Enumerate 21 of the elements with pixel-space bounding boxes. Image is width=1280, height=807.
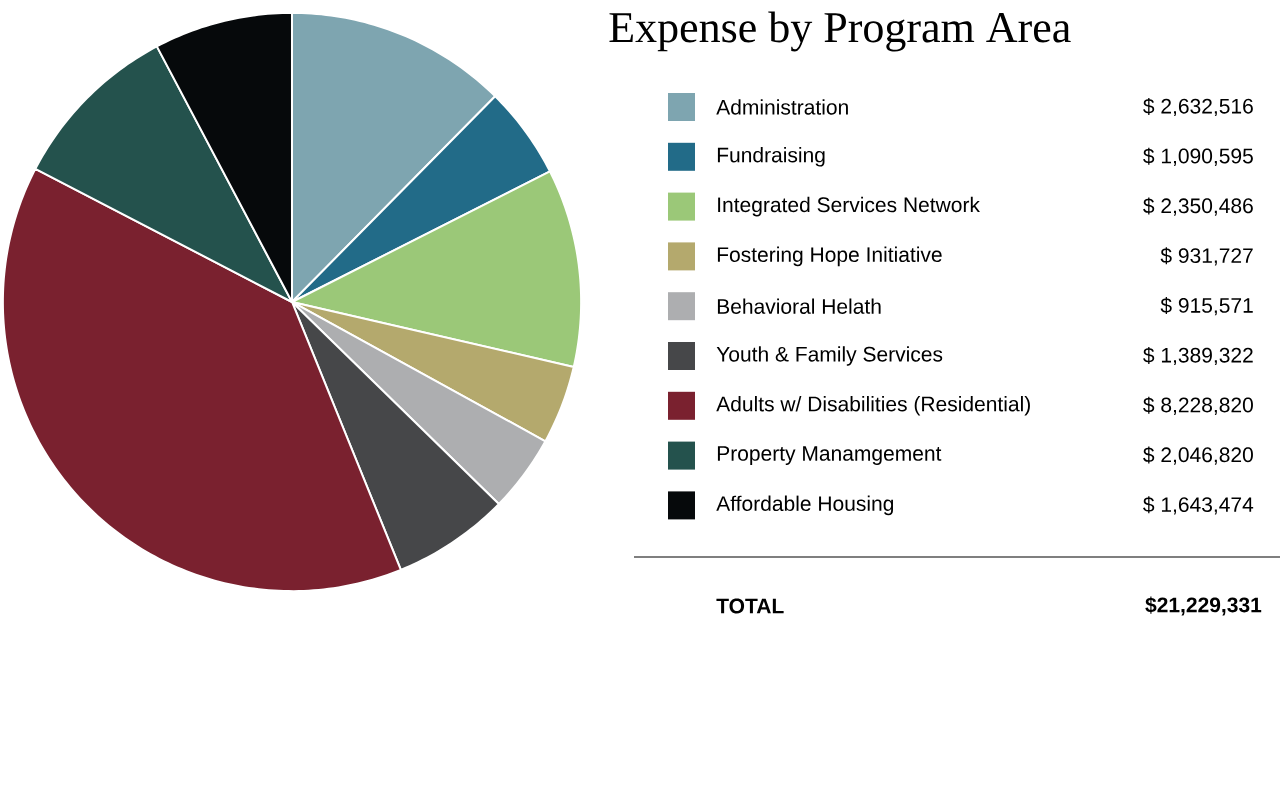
legend-label: Property Manamgement: [717, 446, 942, 465]
text: TOTAL: [716, 598, 784, 614]
legend-label: Integrated Services Network: [718, 196, 980, 217]
legend-label: Youth & Family Services: [716, 346, 943, 366]
legend-label: Adults w/ Disabilities (Residential): [716, 396, 1030, 416]
data-label: $ 1,389,322: [1143, 346, 1253, 366]
data-label: $ 2,350,486: [1143, 197, 1253, 216]
chart-title: Expense by Program Area: [609, 11, 1071, 52]
data-label: $ 2,632,516: [1143, 97, 1253, 117]
data-label: $ 2,046,820: [1143, 446, 1253, 465]
data-label: $ 8,228,820: [1143, 396, 1253, 415]
text: $21,229,331: [1145, 596, 1262, 616]
data-label: $ 915,571: [1160, 297, 1253, 316]
data-label: $ 931,727: [1160, 247, 1253, 266]
legend-label: Administration: [716, 99, 848, 115]
legend-label: Affordable Housing: [716, 495, 894, 516]
legend-label: Fundraising: [717, 147, 825, 167]
data-label: $ 1,643,474: [1143, 496, 1254, 515]
legend-label: Behavioral Helath: [717, 298, 881, 314]
data-label: $ 1,090,595: [1143, 147, 1253, 166]
legend-label: Fostering Hope Initiative: [717, 246, 942, 267]
